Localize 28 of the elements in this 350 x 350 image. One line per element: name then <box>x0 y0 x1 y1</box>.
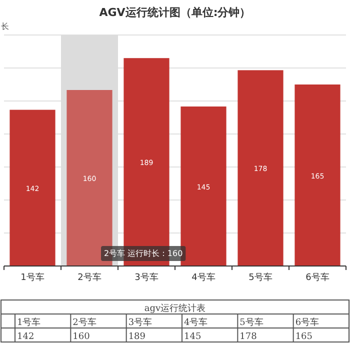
x-tick-label: 6号车 <box>306 272 330 283</box>
text: 2号车 <box>72 318 96 328</box>
x-tick-label: 3号车 <box>134 272 158 283</box>
bar <box>238 70 284 266</box>
category-label: 1号车 <box>17 318 41 328</box>
data-label: 165 <box>295 332 313 342</box>
data-label: 189 <box>128 332 146 342</box>
data-label: 145 <box>184 332 202 342</box>
category-label: 3号车 <box>128 318 152 328</box>
y-axis-title: 长 <box>1 22 9 31</box>
bar <box>294 84 340 266</box>
data-label: 178 <box>240 332 258 342</box>
x-tick-label: 1号车 <box>20 272 44 283</box>
chart-title: AGV运行统计图（单位:分钟） <box>99 6 251 19</box>
data-label: 160 <box>72 332 90 342</box>
category-label: 5号车 <box>240 318 264 328</box>
bar <box>180 106 226 266</box>
data-label: 142 <box>17 332 34 342</box>
text: agv运行统计表 <box>144 303 206 314</box>
x-tick-label: 5号车 <box>248 272 272 283</box>
bar <box>10 110 56 266</box>
bar <box>124 58 170 266</box>
category-label: 6号车 <box>295 318 320 328</box>
category-label: 4号车 <box>184 318 208 328</box>
annotation: 2号车 运行时长 : 160 <box>104 249 183 258</box>
x-tick-label: 4号车 <box>192 272 216 283</box>
x-tick-label: 2号车 <box>78 272 102 283</box>
tooltip: 2号车 运行时长 : 160 <box>101 246 186 261</box>
